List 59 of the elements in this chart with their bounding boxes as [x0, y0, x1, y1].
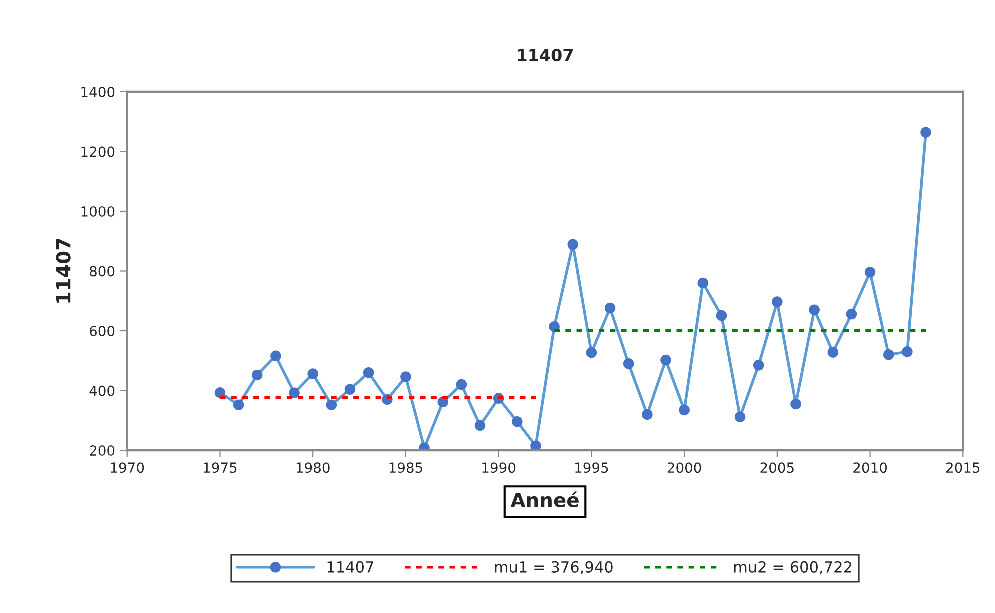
point: [530, 440, 542, 451]
point: [828, 347, 839, 358]
x-tick-label: 1990: [482, 462, 516, 474]
point: [642, 409, 653, 420]
x-tick-label: 1985: [390, 462, 422, 474]
y-tick-label: 1200: [82, 146, 115, 158]
point: [233, 400, 244, 411]
y-tick-label: 400: [90, 386, 115, 396]
point: [363, 367, 374, 378]
x-axis-title: Anneé: [510, 492, 579, 508]
point: [289, 388, 300, 399]
point: [400, 372, 412, 382]
legend-label: 11407: [328, 561, 374, 573]
point: [753, 360, 764, 371]
point: [344, 384, 356, 395]
point: [846, 308, 858, 320]
x-tick-label: 1970: [111, 462, 144, 474]
point: [549, 321, 560, 332]
point: [716, 310, 728, 322]
legend-label: mu1 = 376,940: [495, 561, 613, 575]
point: [568, 239, 578, 250]
chart-title: 11407: [518, 49, 573, 62]
y-tick-label: 1400: [82, 86, 115, 98]
point: [623, 358, 634, 370]
point: [456, 379, 468, 390]
point: [920, 127, 932, 138]
point: [809, 304, 820, 316]
x-tick-label: 1975: [204, 462, 237, 474]
point: [660, 354, 672, 366]
point: [734, 412, 746, 422]
point: [902, 346, 913, 358]
point: [864, 267, 876, 278]
point: [512, 416, 523, 428]
point: [308, 368, 318, 380]
x-tick-label: 2010: [854, 462, 888, 474]
point: [883, 350, 894, 360]
point: [698, 278, 709, 289]
x-tick-label: 2000: [668, 462, 702, 474]
y-tick-label: 800: [90, 266, 115, 277]
point: [586, 347, 598, 358]
point: [474, 420, 486, 432]
point: [772, 296, 783, 308]
point: [604, 302, 616, 314]
point: [679, 404, 690, 416]
point: [438, 396, 448, 408]
point: [326, 400, 338, 411]
x-tick-label: 2005: [760, 462, 794, 474]
y-tick-label: 600: [90, 326, 115, 336]
y-axis-title: 11407: [56, 238, 71, 303]
x-tick-label: 2015: [946, 462, 980, 474]
y-tick-label: 200: [90, 446, 115, 456]
x-tick-label: 1995: [576, 462, 608, 474]
point: [790, 398, 802, 410]
x-tick-label: 1980: [296, 462, 330, 474]
point: [252, 370, 263, 381]
point: [270, 350, 282, 362]
y-tick-label: 1000: [82, 206, 115, 217]
point: [214, 388, 226, 398]
legend-label: mu2 = 600,722: [734, 561, 852, 575]
